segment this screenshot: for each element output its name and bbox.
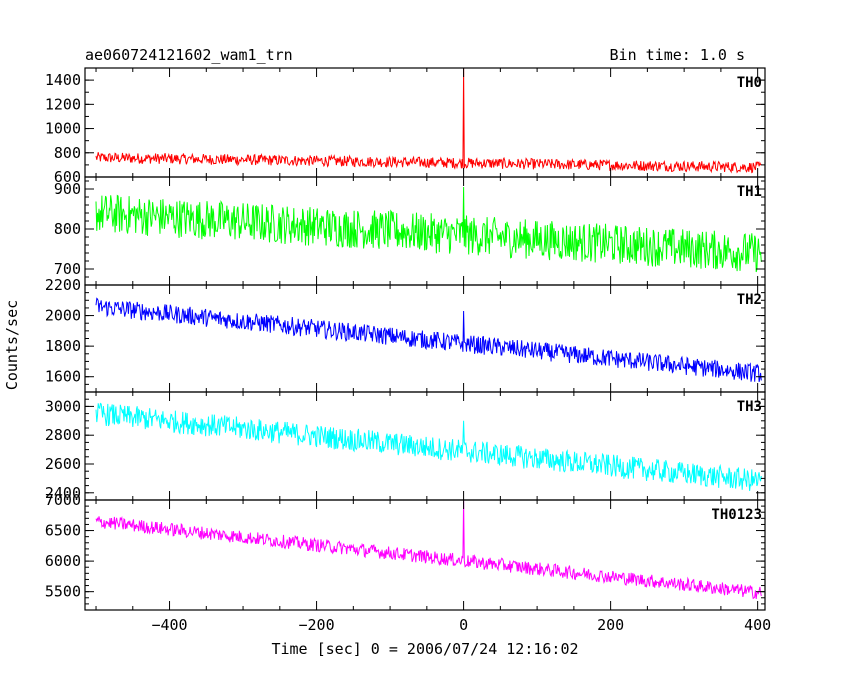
series-line-th2 [95, 297, 762, 383]
bin-time-label: Bin time: 1.0 s [610, 46, 745, 64]
y-tick-label: 800 [54, 144, 81, 162]
x-tick-label: 400 [744, 616, 771, 634]
x-tick-label: −200 [299, 616, 335, 634]
y-axis-label: Counts/sec [3, 300, 21, 390]
x-tick-label: −400 [151, 616, 187, 634]
panel-label-th2: TH2 [737, 292, 762, 308]
y-tick-label: 800 [54, 220, 81, 238]
y-tick-label: 1800 [45, 337, 81, 355]
y-tick-label: 2400 [45, 484, 81, 502]
y-tick-label: 3000 [45, 397, 81, 415]
y-tick-label: 7000 [45, 491, 81, 509]
y-tick-label: 6000 [45, 552, 81, 570]
panels-group: 600 800 1000 1200 1400 TH0 700 800 900 TH1 1600 180… [45, 67, 766, 611]
y-tick-label: 2800 [45, 426, 81, 444]
y-tick-label: 1000 [45, 120, 81, 138]
series-line-th0123 [95, 500, 762, 600]
x-tick-label: 0 [459, 616, 468, 634]
panel-th2: 1600 1800 2000 2200 TH2 [45, 276, 766, 393]
y-tick-label: 2000 [45, 307, 81, 325]
y-tick-label: 1600 [45, 368, 81, 386]
x-axis-label: Time [sec] 0 = 2006/07/24 12:16:02 [271, 640, 578, 658]
y-tick-label: 700 [54, 260, 81, 278]
panel-th3: 2400 2600 2800 3000 TH3 [45, 391, 766, 502]
y-tick-label: 6500 [45, 522, 81, 540]
x-axis: −400 −200 0 200 400 [151, 616, 771, 634]
y-tick-label: 2200 [45, 276, 81, 294]
series-line-th1 [95, 186, 762, 273]
panel-th1: 700 800 900 TH1 [54, 176, 766, 286]
panel-th0123: 5500 6000 6500 7000 TH0123 [45, 491, 766, 611]
x-tick-label: 200 [597, 616, 624, 634]
series-line-th3 [95, 402, 762, 491]
panel-label-th1: TH1 [737, 184, 762, 200]
panel-label-th0123: TH0123 [711, 507, 762, 523]
y-tick-label: 5500 [45, 583, 81, 601]
panel-th0: 600 800 1000 1200 1400 TH0 [45, 67, 766, 186]
panel-label-th0: TH0 [737, 75, 762, 91]
y-tick-label: 600 [54, 168, 81, 186]
y-tick-label: 1400 [45, 71, 81, 89]
series-line-th0 [95, 68, 762, 174]
y-tick-label: 900 [54, 180, 81, 198]
y-tick-label: 1200 [45, 95, 81, 113]
y-tick-label: 2600 [45, 455, 81, 473]
panel-label-th3: TH3 [737, 399, 762, 415]
chart-title: ae060724121602_wam1_trn [85, 46, 293, 64]
